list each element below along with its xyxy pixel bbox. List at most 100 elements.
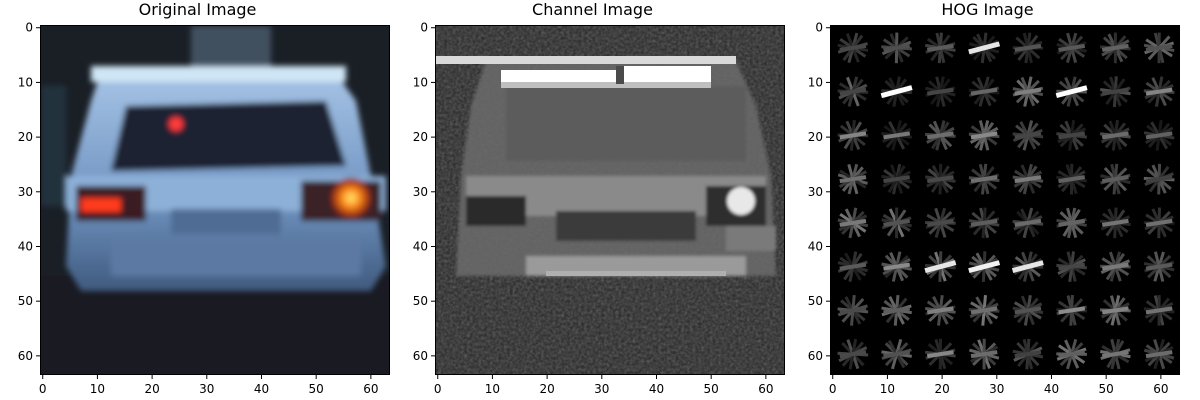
panel-channel: Channel Image [395, 0, 790, 400]
hog-dominant-stroke [839, 131, 867, 140]
hog-dominant-stroke [926, 43, 954, 52]
hog-strong-stroke [968, 260, 1001, 274]
x-tick-label: 40 [649, 382, 664, 396]
channel-grayscale-image [436, 26, 784, 374]
hog-dominant-stroke [883, 43, 911, 52]
car-rgb-image [41, 26, 389, 374]
y-tick-label: 10 [413, 75, 428, 89]
hog-visualization [831, 26, 1179, 374]
hog-dominant-stroke [1058, 175, 1086, 184]
hog-dominant-stroke [1101, 131, 1129, 140]
hog-dominant-stroke [1145, 262, 1173, 271]
x-tick-label: 60 [363, 382, 378, 396]
channel-image [435, 25, 785, 375]
y-tick-label: 20 [808, 130, 823, 144]
y-tick-label: 40 [413, 239, 428, 253]
hog-dominant-stroke [883, 262, 911, 271]
hog-dominant-stroke [1145, 218, 1173, 227]
hog-dominant-stroke [1058, 43, 1086, 52]
x-tick-label: 30 [199, 382, 214, 396]
hog-dominant-stroke [883, 131, 911, 140]
hog-dominant-stroke [926, 306, 954, 315]
y-tick-label: 0 [25, 21, 33, 35]
hog-dominant-stroke [926, 350, 954, 359]
hog-dominant-stroke [1145, 350, 1173, 359]
y-tick-label: 40 [808, 239, 823, 253]
x-tick-label: 20 [934, 382, 949, 396]
y-tick-label: 40 [18, 239, 33, 253]
hog-dominant-stroke [970, 87, 998, 96]
hog-dominant-stroke [1014, 306, 1042, 315]
y-tick-label: 50 [413, 294, 428, 308]
hog-dominant-stroke [1014, 218, 1042, 227]
x-tick-label: 50 [704, 382, 719, 396]
hog-strong-stroke [1055, 85, 1088, 99]
y-tick-label: 50 [808, 294, 823, 308]
hog-dominant-stroke [1101, 175, 1129, 184]
hog-dominant-stroke [1014, 43, 1042, 52]
hog-dominant-stroke [1145, 87, 1173, 96]
x-tick-label: 60 [1153, 382, 1168, 396]
x-tick-label: 30 [989, 382, 1004, 396]
y-tick-label: 10 [808, 75, 823, 89]
hog-dominant-stroke [839, 175, 867, 184]
hog-dominant-stroke [839, 262, 867, 271]
panel-title: Original Image [138, 0, 257, 19]
x-tick-label: 0 [39, 382, 47, 396]
hog-dominant-stroke [1058, 131, 1086, 140]
x-tick-label: 40 [1044, 382, 1059, 396]
hog-dominant-stroke [926, 131, 954, 140]
hog-dominant-stroke [1058, 350, 1086, 359]
hog-dominant-stroke [1101, 218, 1129, 227]
hog-dominant-stroke [1145, 131, 1173, 140]
hog-dominant-stroke [1101, 350, 1129, 359]
y-tick-label: 20 [18, 130, 33, 144]
y-tick-label: 60 [18, 349, 33, 363]
x-tick-label: 0 [829, 382, 837, 396]
hog-dominant-stroke [1101, 87, 1129, 96]
y-tick-label: 30 [808, 185, 823, 199]
hog-dominant-stroke [839, 350, 867, 359]
x-tick-label: 10 [880, 382, 895, 396]
y-tick-label: 0 [420, 21, 428, 35]
hog-dominant-stroke [970, 131, 998, 140]
hog-dominant-stroke [1101, 262, 1129, 271]
hog-dominant-stroke [1145, 43, 1173, 52]
hog-dominant-stroke [1101, 43, 1129, 52]
panel-hog: HOG Image [790, 0, 1185, 400]
x-tick-label: 20 [144, 382, 159, 396]
x-tick-label: 60 [758, 382, 773, 396]
x-tick-label: 50 [309, 382, 324, 396]
hog-strong-stroke [1011, 260, 1044, 274]
x-tick-label: 10 [90, 382, 105, 396]
y-tick-label: 10 [18, 75, 33, 89]
hog-dominant-stroke [839, 218, 867, 227]
hog-dominant-stroke [883, 306, 911, 315]
y-tick-label: 60 [808, 349, 823, 363]
hog-dominant-stroke [926, 218, 954, 227]
panel-original: Original Image [0, 0, 395, 400]
x-tick-label: 10 [485, 382, 500, 396]
y-tick-label: 30 [18, 185, 33, 199]
hog-dominant-stroke [970, 350, 998, 359]
y-tick-label: 60 [413, 349, 428, 363]
y-tick-label: 30 [413, 185, 428, 199]
hog-dominant-stroke [883, 350, 911, 359]
original-image [40, 25, 390, 375]
y-tick-label: 20 [413, 130, 428, 144]
hog-dominant-stroke [1014, 87, 1042, 96]
hog-strong-stroke [880, 85, 913, 99]
panel-title: HOG Image [941, 0, 1034, 19]
hog-dominant-stroke [883, 218, 911, 227]
hog-dominant-stroke [1014, 350, 1042, 359]
hog-strong-stroke [924, 260, 957, 274]
hog-dominant-stroke [883, 175, 911, 184]
hog-dominant-stroke [1014, 175, 1042, 184]
hog-dominant-stroke [1145, 306, 1173, 315]
x-tick-label: 30 [594, 382, 609, 396]
hog-dominant-stroke [839, 43, 867, 52]
y-tick-label: 50 [18, 294, 33, 308]
hog-dominant-stroke [1101, 306, 1129, 315]
hog-dominant-stroke [1058, 306, 1086, 315]
